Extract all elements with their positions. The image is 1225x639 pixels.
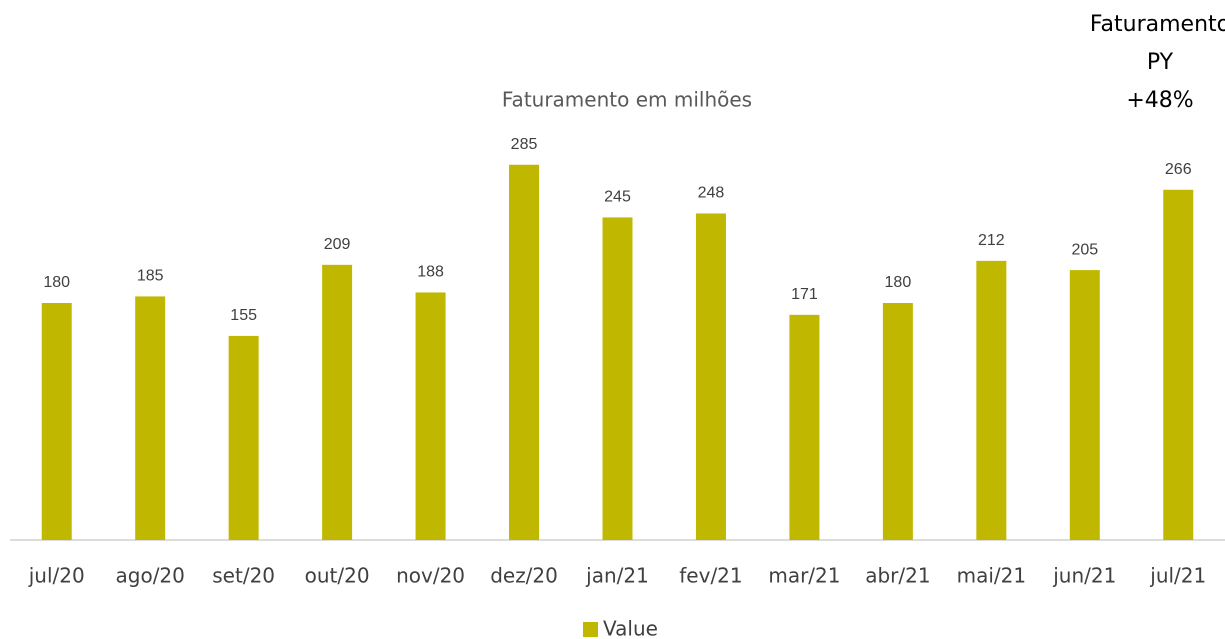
bar <box>135 296 166 540</box>
x-tick-label: fev/21 <box>679 564 742 588</box>
bar <box>41 303 72 540</box>
bar <box>602 217 633 540</box>
x-tick-label: mar/21 <box>768 564 840 588</box>
data-label: 209 <box>324 236 351 253</box>
data-label: 155 <box>230 307 257 324</box>
x-tick-label: jul/20 <box>28 564 85 588</box>
data-label: 180 <box>885 274 912 291</box>
bar <box>322 264 353 540</box>
bar <box>695 213 726 540</box>
x-tick-label: jan/21 <box>585 564 649 588</box>
data-label: 245 <box>604 189 631 206</box>
bar <box>1163 189 1194 540</box>
data-label: 171 <box>791 286 818 303</box>
data-label: 185 <box>137 268 164 285</box>
x-tick-label: out/20 <box>305 564 370 588</box>
bar <box>509 164 540 540</box>
chart-title: Faturamento em milhões <box>502 88 752 112</box>
x-tick-label: abr/21 <box>865 564 930 588</box>
bar <box>415 292 446 540</box>
x-tick-label: dez/20 <box>490 564 558 588</box>
bar <box>1069 270 1100 540</box>
data-label: 285 <box>511 136 538 153</box>
data-label: 205 <box>1071 241 1098 258</box>
annotation: +48% <box>1126 88 1193 113</box>
legend-label: Value <box>603 617 658 639</box>
data-label: 180 <box>43 274 70 291</box>
data-label: 188 <box>417 264 444 281</box>
x-tick-label: jun/21 <box>1052 564 1116 588</box>
data-label: 248 <box>698 185 725 202</box>
annotation: Faturamento <box>1090 12 1225 37</box>
data-label: 266 <box>1165 161 1192 178</box>
x-tick-label: jul/21 <box>1149 564 1206 588</box>
annotation: PY <box>1147 50 1174 75</box>
data-label: 212 <box>978 232 1005 249</box>
bar <box>882 303 913 540</box>
x-tick-label: set/20 <box>212 564 275 588</box>
bar <box>789 314 820 540</box>
legend-swatch <box>583 622 598 637</box>
bar <box>976 260 1007 540</box>
x-tick-label: ago/20 <box>116 564 185 588</box>
x-tick-label: mai/21 <box>957 564 1026 588</box>
bar <box>228 335 259 540</box>
x-tick-label: nov/20 <box>396 564 465 588</box>
